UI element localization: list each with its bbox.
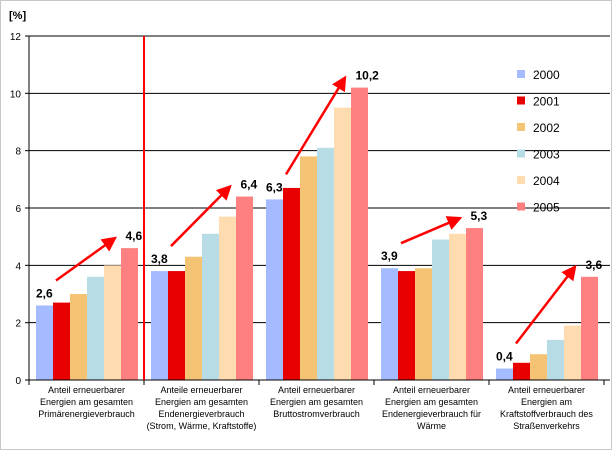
bar-2003-4 [547, 339, 564, 380]
trend-arrow [400, 216, 463, 245]
category-label: Anteil erneuerbarer Energien am Kraftsto… [500, 385, 593, 431]
y-tick-label: 6 [15, 204, 21, 215]
bar-2003-3 [432, 239, 449, 380]
y-tick-label: 8 [15, 147, 21, 158]
bar-2004-0 [104, 265, 121, 380]
bar-2001-2 [283, 187, 300, 380]
bar-2005-1 [236, 196, 253, 380]
bar-2000-3 [381, 268, 398, 380]
bar-2000-4 [496, 368, 513, 380]
annotation-end-label: 3,6 [586, 258, 603, 272]
bar-2005-3 [466, 228, 483, 380]
bar-2004-2 [334, 107, 351, 381]
y-tick-label: 12 [10, 32, 22, 43]
annotation-end-label: 4,6 [126, 229, 143, 243]
bar-2005-4 [581, 276, 598, 380]
y-tick-label: 2 [15, 319, 21, 330]
legend-label-2004: 2004 [533, 174, 560, 188]
bar-2002-1 [185, 256, 202, 380]
bar-2004-3 [449, 233, 466, 380]
annotation-start-label: 3,9 [381, 249, 398, 263]
bar-2001-4 [513, 362, 530, 380]
legend-swatch-2002 [517, 123, 525, 131]
category-label: Anteil erneuerbarer Energien am gesamten… [38, 385, 135, 419]
bar-2001-1 [168, 271, 185, 380]
legend-label-2002: 2002 [533, 121, 560, 135]
bar-2002-4 [530, 354, 547, 380]
legend-swatch-2001 [517, 96, 525, 105]
category-label: Anteil erneuerbarer Energien am gesamten… [381, 385, 482, 431]
bar-2003-1 [202, 233, 219, 380]
annotation-start-label: 3,8 [151, 252, 168, 266]
annotation-end-label: 10,2 [356, 69, 380, 83]
bar-2002-3 [415, 268, 432, 380]
bar-2003-0 [87, 276, 104, 380]
legend-label-2001: 2001 [533, 95, 560, 109]
legend-swatch-2005 [517, 202, 525, 211]
bar-2000-0 [36, 305, 53, 380]
bar-2002-2 [300, 156, 317, 380]
category-label: Anteile erneuerbarer Energien am gesamte… [146, 385, 257, 431]
annotation-start-label: 0,4 [496, 350, 513, 364]
trend-arrow [170, 184, 232, 247]
bar-2005-2 [351, 87, 368, 380]
trend-arrow [515, 264, 577, 345]
legend-label-2003: 2003 [533, 148, 560, 162]
legend-swatch-2000 [517, 70, 525, 78]
trend-arrow [284, 75, 347, 176]
bar-2000-2 [266, 199, 283, 380]
annotation-start-label: 6,3 [266, 180, 283, 194]
bar-2003-2 [317, 147, 334, 380]
annotation-end-label: 6,4 [241, 178, 258, 192]
y-tick-label: 0 [15, 376, 21, 387]
bar-2004-1 [219, 216, 236, 380]
bar-2004-4 [564, 325, 581, 380]
annotation-end-label: 5,3 [471, 209, 488, 223]
bar-2002-0 [70, 294, 87, 380]
legend-label-2000: 2000 [533, 68, 560, 82]
bar-2001-0 [53, 302, 70, 380]
bar-2000-1 [151, 271, 168, 380]
legend-swatch-2004 [517, 176, 525, 184]
annotation-start-label: 2,6 [36, 286, 53, 300]
bar-2001-3 [398, 271, 415, 380]
y-axis-label: [%] [9, 10, 26, 22]
y-tick-label: 10 [10, 89, 22, 100]
y-tick-label: 4 [15, 261, 21, 272]
legend-swatch-2003 [517, 149, 525, 158]
trend-arrow [55, 236, 118, 282]
category-label: Anteil erneuerbarer Energien am gesamten… [269, 385, 364, 419]
bar-2005-0 [121, 248, 138, 380]
legend-label-2005: 2005 [533, 201, 560, 215]
